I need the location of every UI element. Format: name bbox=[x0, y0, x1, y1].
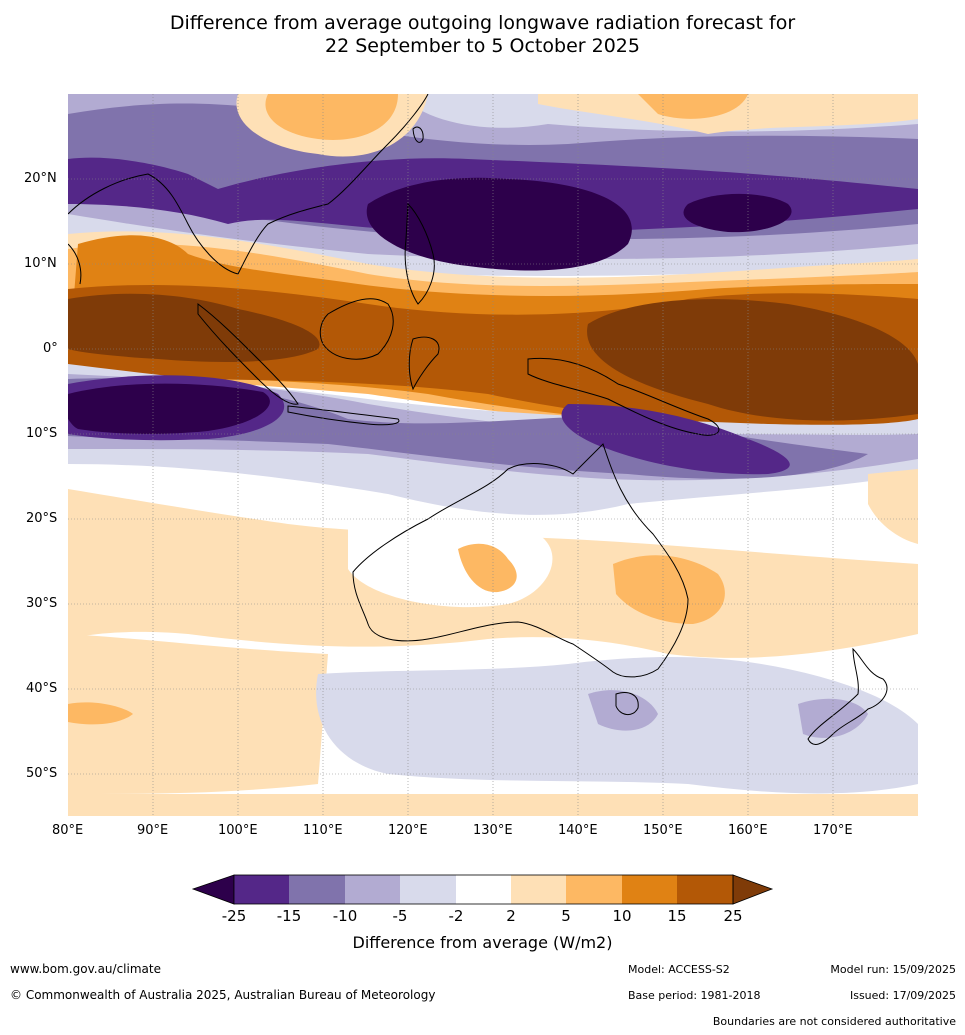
lon-label-160e: 160°E bbox=[728, 823, 768, 838]
borneo-coastline bbox=[319, 298, 394, 360]
colorbar-title: Difference from average (W/m2) bbox=[352, 933, 613, 952]
lat-label-20n: 20°N bbox=[24, 171, 57, 186]
lat-label-0: 0° bbox=[43, 341, 58, 356]
colorbar-swatch bbox=[234, 875, 289, 904]
new-guinea-coastline bbox=[527, 357, 720, 436]
colorbar bbox=[191, 874, 774, 905]
lat-label-10s: 10°S bbox=[26, 426, 58, 441]
colorbar-swatch bbox=[289, 875, 345, 904]
philippines-coastline bbox=[404, 202, 435, 305]
colorbar-tick: 15 bbox=[667, 907, 687, 925]
lon-label-90e: 90°E bbox=[137, 823, 169, 838]
java-coastline bbox=[287, 405, 400, 426]
colorbar-tick: -15 bbox=[276, 907, 302, 925]
lon-label-110e: 110°E bbox=[303, 823, 343, 838]
lon-label-120e: 120°E bbox=[388, 823, 428, 838]
colorbar-swatch bbox=[566, 875, 622, 904]
sulawesi-coastline bbox=[408, 336, 440, 391]
lon-label-140e: 140°E bbox=[558, 823, 598, 838]
india-coastline bbox=[68, 243, 82, 285]
colorbar-lower-extend bbox=[191, 874, 235, 905]
copyright-text: © Commonwealth of Australia 2025, Austra… bbox=[10, 988, 436, 1002]
map-title-line-2: 22 September to 5 October 2025 bbox=[325, 35, 640, 57]
lon-label-100e: 100°E bbox=[218, 823, 258, 838]
colorbar-tick: -2 bbox=[448, 907, 464, 925]
colorbar-tick: 25 bbox=[723, 907, 743, 925]
model-run-text: Model run: 15/09/2025 bbox=[830, 963, 956, 976]
lat-label-20s: 20°S bbox=[26, 511, 58, 526]
colorbar-tick: 2 bbox=[506, 907, 516, 925]
colorbar-upper-extend bbox=[732, 874, 774, 905]
australia-coastline bbox=[352, 443, 689, 678]
lon-label-130e: 130°E bbox=[473, 823, 513, 838]
colorbar-swatch bbox=[345, 875, 400, 904]
tasmania-coastline bbox=[615, 692, 639, 715]
sumatra-coastline bbox=[197, 302, 299, 405]
graticule bbox=[68, 94, 918, 816]
disclaimer-text: Boundaries are not considered authoritat… bbox=[712, 1015, 956, 1028]
new-zealand-coastline bbox=[807, 647, 888, 745]
colorbar-swatch bbox=[677, 875, 733, 904]
lon-label-80e: 80°E bbox=[52, 823, 84, 838]
colorbar-swatch bbox=[511, 875, 566, 904]
anomaly-map bbox=[68, 94, 918, 816]
website-text: www.bom.gov.au/climate bbox=[10, 962, 161, 976]
lon-label-170e: 170°E bbox=[813, 823, 853, 838]
lon-label-150e: 150°E bbox=[643, 823, 683, 838]
colorbar-tick: 5 bbox=[561, 907, 571, 925]
map-title-line-1: Difference from average outgoing longwav… bbox=[169, 12, 796, 34]
colorbar-tick: 10 bbox=[612, 907, 632, 925]
lat-label-30s: 30°S bbox=[26, 596, 58, 611]
model-text: Model: ACCESS-S2 bbox=[628, 963, 730, 976]
colorbar-swatch bbox=[622, 875, 677, 904]
colorbar-tick: -5 bbox=[392, 907, 408, 925]
colorbar-swatch bbox=[400, 875, 456, 904]
colorbar-tick: -10 bbox=[332, 907, 358, 925]
southern-weak-anomalies bbox=[68, 469, 918, 816]
colorbar-swatch bbox=[456, 875, 511, 904]
lat-label-10n: 10°N bbox=[24, 256, 57, 271]
taiwan-coastline bbox=[412, 126, 424, 143]
asia-coastline bbox=[68, 94, 429, 275]
issued-text: Issued: 17/09/2025 bbox=[849, 989, 956, 1002]
colorbar-tick: -25 bbox=[221, 907, 247, 925]
base-period-text: Base period: 1981-2018 bbox=[628, 989, 761, 1002]
coastlines bbox=[68, 94, 888, 745]
lat-label-50s: 50°S bbox=[26, 766, 58, 781]
lat-label-40s: 40°S bbox=[26, 681, 58, 696]
